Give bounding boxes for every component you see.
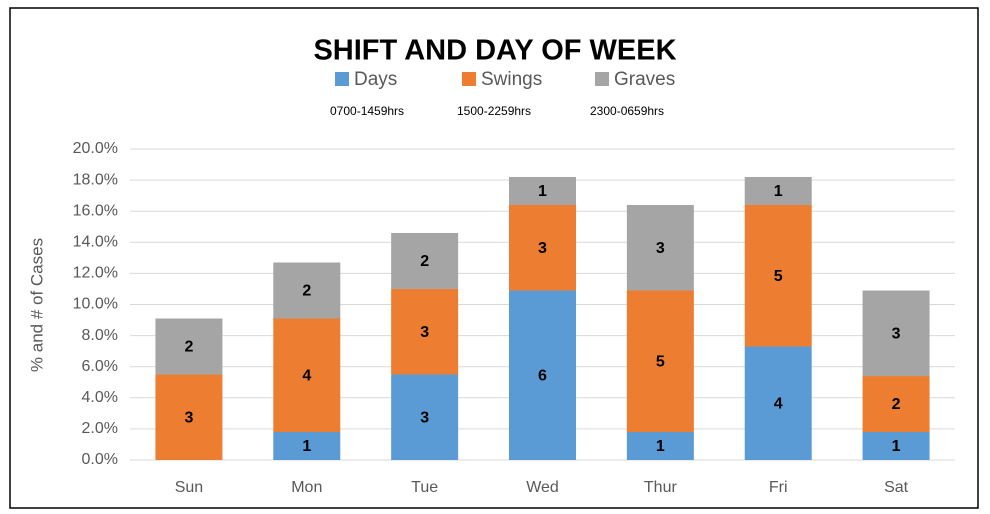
y-tick-label: 14.0%	[73, 234, 118, 251]
legend-label: Days	[354, 69, 397, 90]
data-label: 5	[656, 353, 665, 370]
data-label: 6	[538, 367, 547, 384]
y-tick-label: 20.0%	[73, 140, 118, 157]
bar-segment	[391, 288, 459, 375]
bar-segment	[273, 262, 341, 319]
data-label: 2	[302, 283, 311, 300]
legend-label: Graves	[614, 69, 675, 90]
data-label: 3	[892, 325, 901, 342]
data-label: 1	[538, 183, 547, 200]
bar-segment	[509, 204, 576, 291]
bar-segment	[273, 318, 341, 433]
data-label: 1	[656, 438, 665, 455]
legend-hours: 2300-0659hrs	[590, 104, 664, 118]
y-tick-label: 10.0%	[73, 296, 118, 313]
bar-segment	[391, 232, 459, 289]
legend-swatch	[462, 72, 476, 86]
data-label: 3	[420, 324, 429, 341]
y-axis-label: % and # of Cases	[27, 238, 46, 372]
data-label: 1	[774, 183, 783, 200]
x-tick-label: Sun	[175, 479, 203, 496]
bar-segment	[391, 374, 459, 460]
bar-segment	[155, 374, 223, 460]
y-tick-label: 0.0%	[82, 451, 118, 468]
y-tick-label: 2.0%	[82, 420, 118, 437]
bar-segment	[862, 432, 930, 460]
bar-segment	[273, 432, 341, 460]
bar-segment	[509, 176, 576, 205]
data-label: 2	[420, 253, 429, 270]
bar-segment	[626, 204, 694, 291]
bar-segment	[744, 176, 812, 205]
x-tick-label: Wed	[526, 479, 559, 496]
data-label: 3	[538, 240, 547, 257]
data-label: 1	[892, 438, 901, 455]
y-tick-label: 8.0%	[82, 327, 118, 344]
bar-segment	[744, 346, 812, 460]
bar-segment	[155, 318, 223, 375]
bar-segment	[626, 290, 694, 433]
bar-segment	[862, 376, 930, 433]
data-label: 5	[774, 268, 783, 285]
y-tick-label: 18.0%	[73, 171, 118, 188]
chart-title: SHIFT AND DAY OF WEEK	[313, 35, 676, 67]
data-label: 3	[656, 240, 665, 257]
legend-swatch	[335, 72, 349, 86]
data-label: 1	[302, 438, 311, 455]
x-tick-label: Thur	[644, 479, 678, 496]
legend-label: Swings	[481, 69, 542, 90]
y-tick-label: 12.0%	[73, 265, 118, 282]
x-tick-label: Fri	[769, 479, 788, 496]
bar-segment	[626, 432, 694, 460]
y-tick-label: 16.0%	[73, 202, 118, 219]
data-label: 4	[774, 395, 783, 412]
bar-segment	[862, 290, 930, 377]
legend-hours: 1500-2259hrs	[457, 104, 531, 118]
data-label: 4	[302, 367, 311, 384]
data-label: 2	[184, 339, 193, 356]
legend-hours: 0700-1459hrs	[330, 104, 404, 118]
legend-swatch	[595, 72, 609, 86]
bar-segment	[744, 204, 812, 347]
data-label: 2	[892, 396, 901, 413]
x-tick-label: Sat	[884, 479, 909, 496]
y-tick-label: 4.0%	[82, 389, 118, 406]
x-tick-label: Tue	[411, 479, 438, 496]
x-tick-label: Mon	[291, 479, 322, 496]
y-tick-label: 6.0%	[82, 358, 118, 375]
data-label: 3	[184, 409, 193, 426]
bar-segment	[509, 290, 576, 460]
data-label: 3	[420, 409, 429, 426]
